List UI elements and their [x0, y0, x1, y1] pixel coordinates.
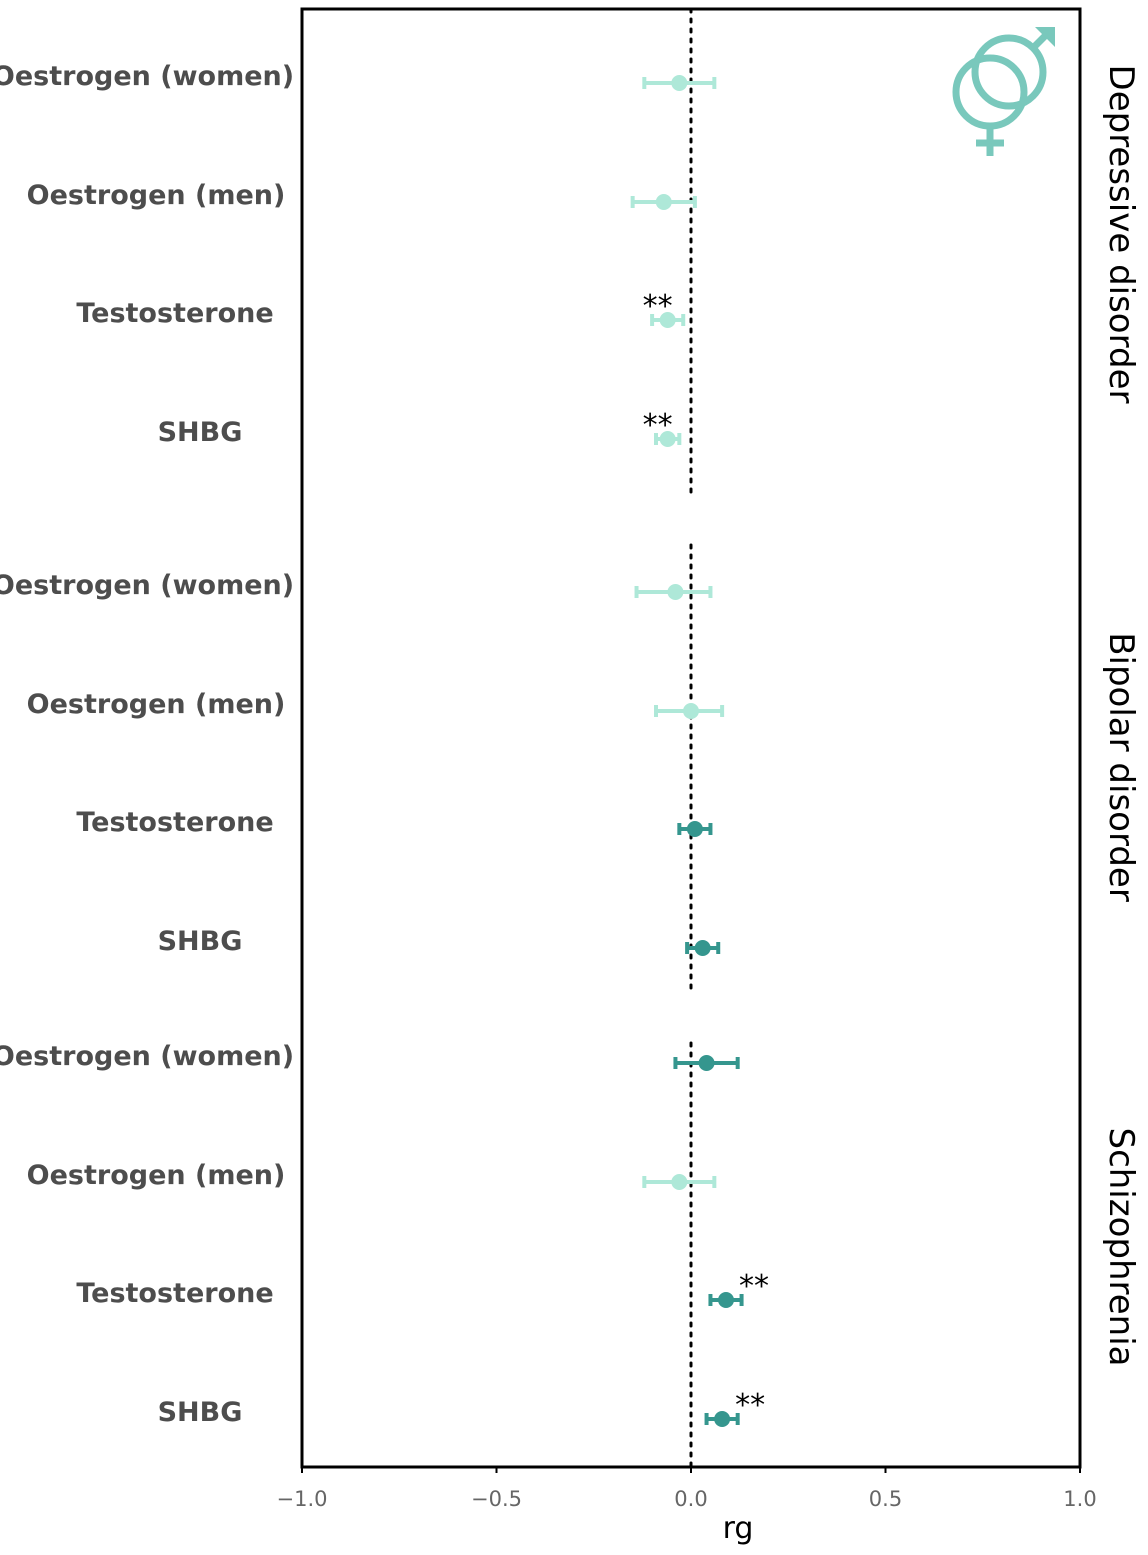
estimate-point [671, 1174, 688, 1190]
estimate-point [667, 584, 684, 600]
row-label: Testosterone [76, 807, 273, 838]
estimate-point [671, 75, 688, 91]
estimate-point [718, 1292, 735, 1308]
estimate-point [686, 821, 703, 837]
x-tick-label: 0.5 [869, 1487, 902, 1511]
x-axis-title: rg [723, 1511, 754, 1546]
row-label: Oestrogen (women) [0, 570, 294, 601]
facet-labels: Depressive disorder Bipolar disorder Schiz… [1101, 65, 1141, 1367]
significance-marker: ** [643, 408, 673, 443]
male-ring [971, 34, 1047, 110]
estimate-point [659, 431, 676, 447]
row-label: SHBG [158, 417, 243, 448]
significance-marker: ** [735, 1388, 765, 1423]
row-label: Testosterone [76, 1278, 273, 1309]
row-label: SHBG [158, 926, 243, 957]
x-tick-label: 0.0 [674, 1487, 707, 1511]
row-label: Testosterone [76, 298, 273, 329]
gender-symbols-icon [952, 27, 1055, 156]
estimate-point [659, 312, 676, 328]
estimate-point [694, 940, 711, 956]
row-label: Oestrogen (women) [0, 61, 294, 92]
x-axis: −1.0 −0.5 0.0 0.5 1.0 [277, 1467, 1097, 1511]
facet-label: Depressive disorder [1101, 65, 1141, 404]
significance-marker: ** [643, 289, 673, 324]
row-label: Oestrogen (men) [27, 1160, 286, 1191]
female-ring [952, 54, 1028, 130]
estimates: ** ** ** ** [630, 75, 769, 1427]
row-label: Oestrogen (women) [0, 1041, 294, 1072]
row-label: Oestrogen (men) [27, 180, 286, 211]
estimate-point [714, 1411, 731, 1427]
x-tick-label: 1.0 [1063, 1487, 1096, 1511]
estimate-point [683, 703, 699, 719]
facet-label: Bipolar disorder [1101, 632, 1141, 902]
facet-label: Schizophrenia [1101, 1127, 1141, 1366]
x-tick-label: −0.5 [471, 1487, 522, 1511]
row-label: SHBG [158, 1397, 243, 1428]
estimate-point [698, 1055, 715, 1071]
significance-marker: ** [739, 1269, 769, 1304]
x-tick-label: −1.0 [277, 1487, 328, 1511]
row-labels: Oestrogen (women) Oestrogen (men) Testoste… [0, 61, 294, 1428]
row-label: Oestrogen (men) [27, 689, 286, 720]
estimate-point [655, 194, 672, 210]
